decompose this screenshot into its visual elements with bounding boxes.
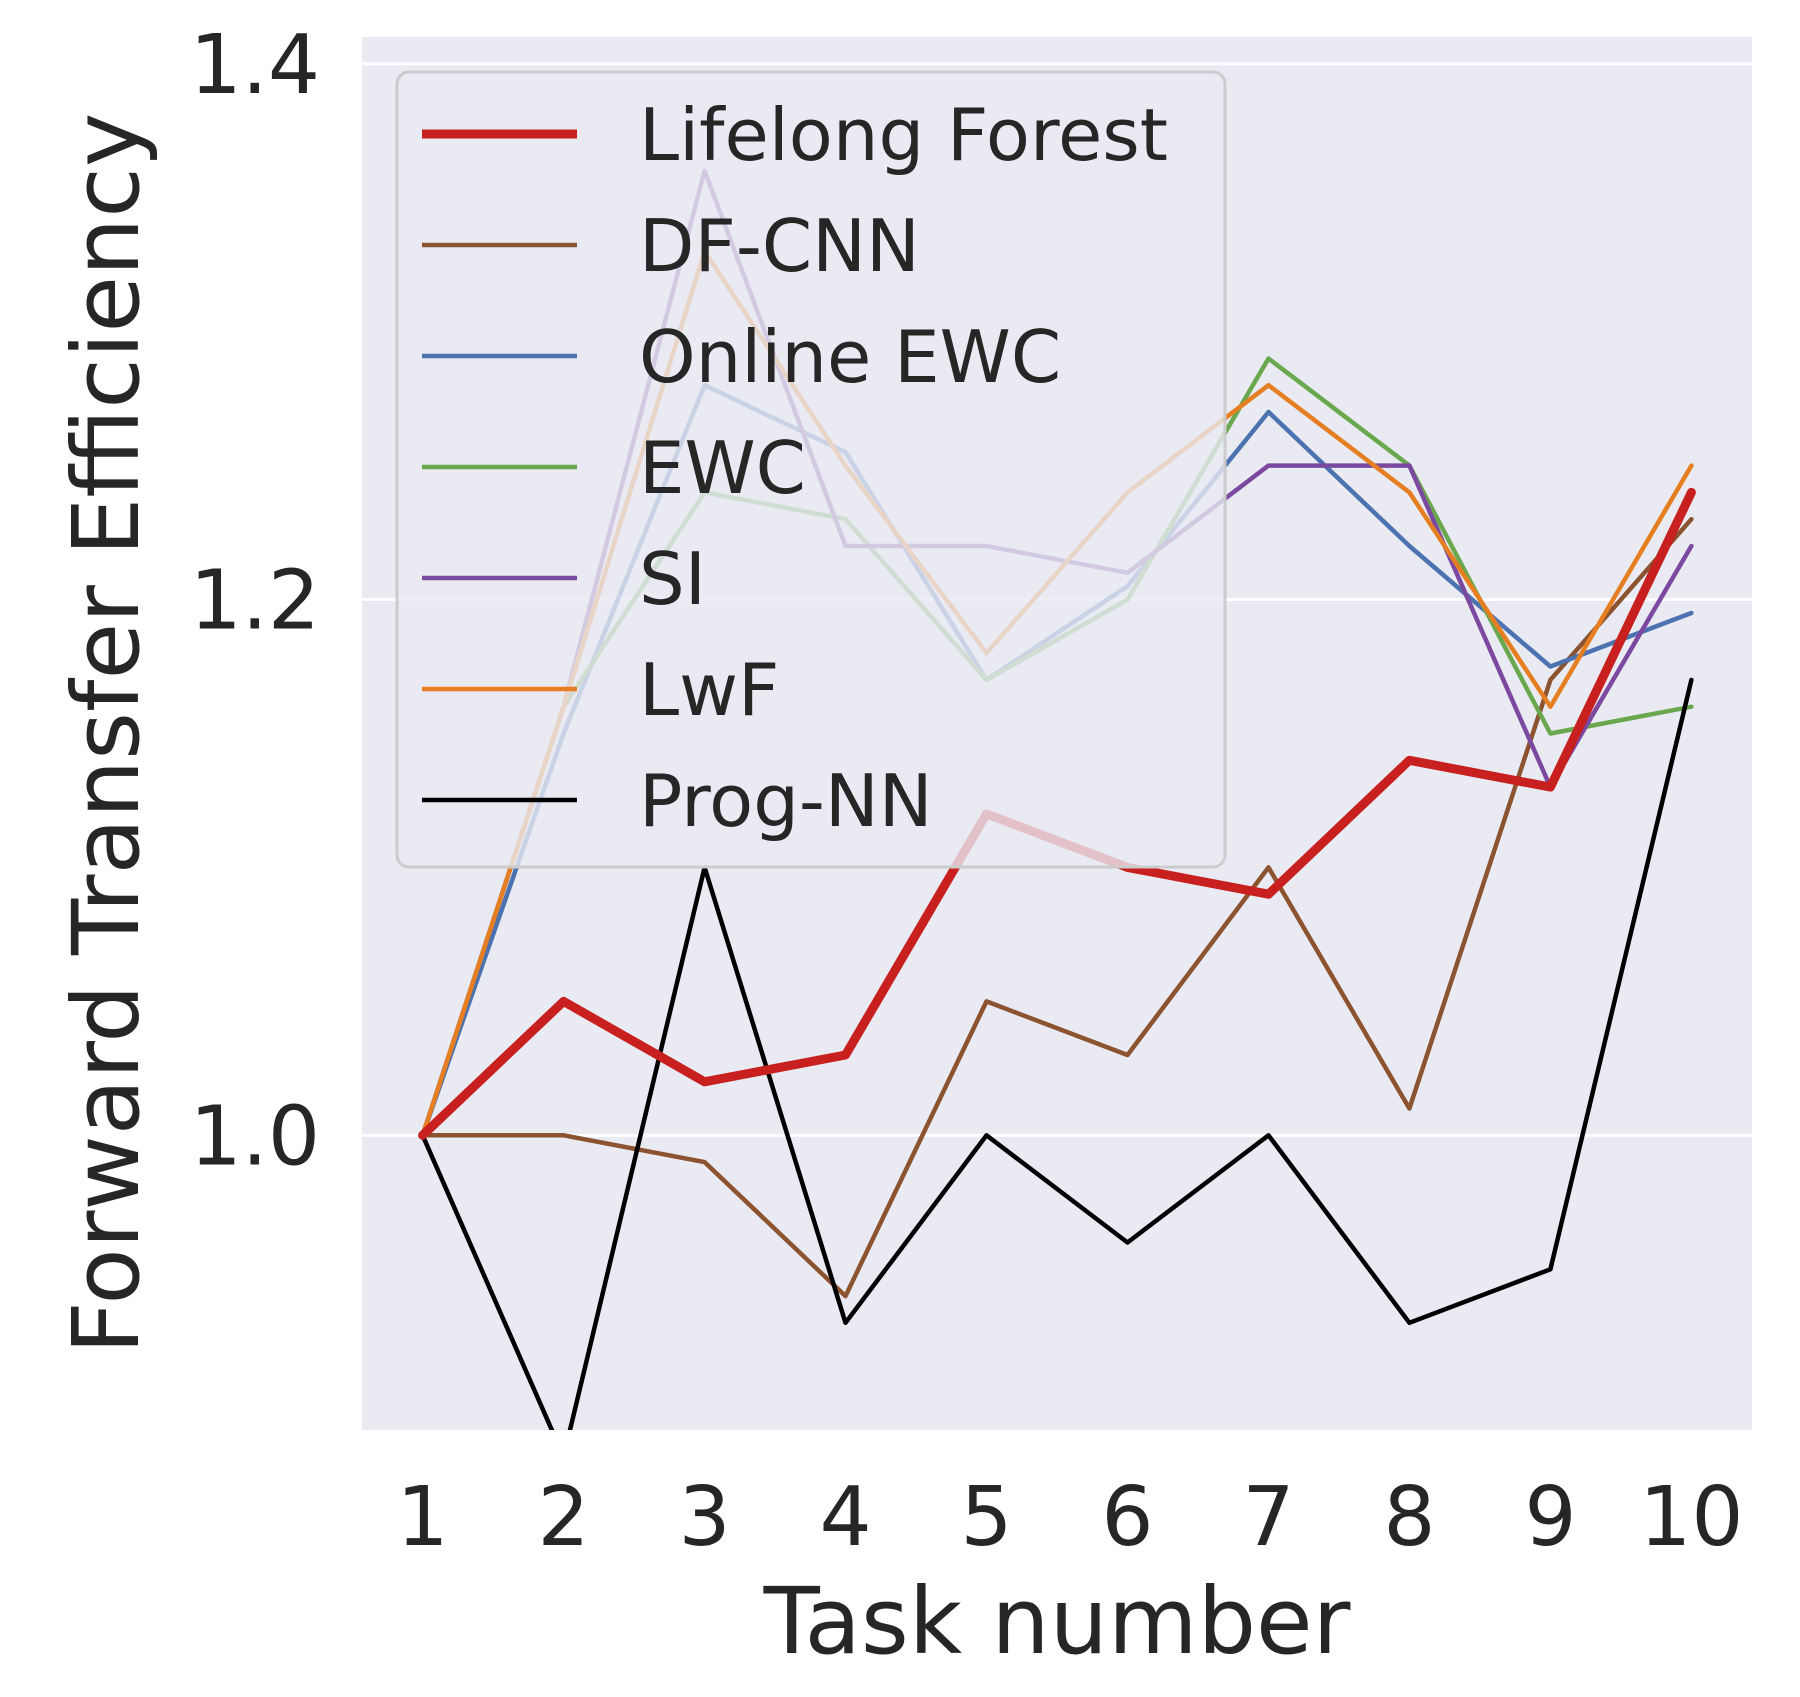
x-tick-label: 6	[1101, 1470, 1153, 1565]
x-axis-label: Task number	[763, 1568, 1351, 1675]
x-tick-label: 10	[1639, 1470, 1743, 1565]
x-tick-label: 4	[819, 1470, 871, 1565]
legend-label-lifelong-forest: Lifelong Forest	[639, 93, 1168, 177]
x-tick-label: 3	[678, 1470, 730, 1565]
x-tick-label: 8	[1383, 1470, 1435, 1565]
series-line-df-cnn	[420, 516, 1694, 1299]
legend-label-ewc: EWC	[639, 426, 806, 510]
y-tick-label: 1.0	[190, 1089, 320, 1184]
y-axis-label: Forward Transfer Efficiency	[53, 113, 160, 1355]
y-tick-label: 1.4	[190, 18, 320, 113]
y-tick-label: 1.2	[190, 554, 320, 649]
tick-labels: 1.0 1.2 1.4 1 2 3 4 5 6 7 8 9 10	[190, 18, 1744, 1565]
legend-box	[395, 70, 1227, 869]
legend-label-online-ewc: Online EWC	[639, 315, 1061, 399]
legend: Lifelong Forest DF-CNN Online EWC EWC SI LwF P…	[395, 70, 1227, 869]
x-tick-label: 7	[1242, 1470, 1294, 1565]
legend-label-si: SI	[639, 537, 706, 621]
legend-label-df-cnn: DF-CNN	[639, 204, 920, 288]
x-tick-label: 1	[397, 1470, 449, 1565]
legend-label-prog-nn: Prog-NN	[639, 759, 933, 843]
x-tick-label: 9	[1524, 1470, 1576, 1565]
series-line-prog-nn	[420, 677, 1694, 1430]
legend-label-lwf: LwF	[639, 648, 779, 732]
x-tick-label: 2	[538, 1470, 590, 1565]
x-tick-label: 5	[960, 1470, 1012, 1565]
